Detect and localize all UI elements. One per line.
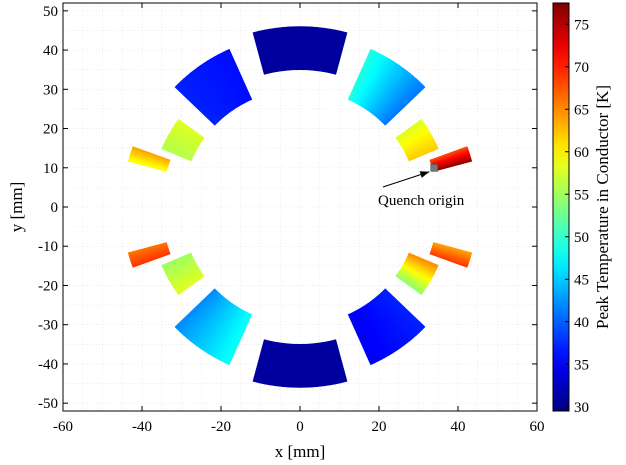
- coil-segment: [132, 252, 171, 268]
- y-axis-label: y [mm]: [7, 182, 26, 233]
- coil-segment: [174, 83, 218, 126]
- y-tick-label: 0: [51, 200, 59, 216]
- y-tick-label: -50: [38, 396, 58, 412]
- coil-segment: [176, 274, 205, 296]
- colorbar-tick-label: 65: [574, 102, 589, 118]
- x-axis-label: x [mm]: [275, 442, 326, 461]
- x-tick-label: 60: [530, 419, 545, 435]
- colorbar-tick-label: 60: [574, 145, 589, 161]
- annotation-label: Quench origin: [378, 193, 465, 209]
- colorbar-tick-label: 70: [574, 60, 589, 76]
- coil-segment: [408, 252, 439, 268]
- coil-blocks: [127, 26, 473, 388]
- coil-block-bottom-left-3: [127, 242, 171, 268]
- coil-block-bottom-right-2: [395, 252, 439, 296]
- coil-block-top-left-3: [127, 146, 171, 172]
- y-tick-label: -20: [38, 278, 58, 294]
- x-tick-label: -20: [211, 419, 231, 435]
- x-tick-label: -40: [132, 419, 152, 435]
- y-tick-label: 40: [43, 43, 58, 59]
- colorbar-gradient: [552, 2, 570, 412]
- coil-block-top-left-2: [161, 118, 205, 162]
- y-tick-label: 30: [43, 82, 58, 98]
- coil-block-bottom-left-1: [174, 288, 253, 366]
- coil-block-bottom-right-3: [429, 242, 473, 268]
- colorbar-tick-label: 35: [574, 357, 589, 373]
- y-tick-label: -40: [38, 357, 58, 373]
- coil-segment: [252, 30, 269, 75]
- coil-segment: [347, 48, 375, 102]
- colorbar-tick-label: 55: [574, 187, 589, 203]
- colorbar-tick-label: 45: [574, 272, 589, 288]
- colorbar-tick-label: 50: [574, 230, 589, 246]
- coil-block-bottom-center: [252, 339, 348, 388]
- colorbar-tick-label: 30: [574, 400, 589, 416]
- x-tick-label: 20: [372, 419, 387, 435]
- colorbar-label: Peak Temperature in Conductor [K]: [593, 85, 612, 329]
- coil-segment: [395, 118, 424, 140]
- annotation-arrowhead: [419, 171, 430, 178]
- coil-segment: [432, 242, 473, 254]
- x-tick-label: -60: [53, 419, 73, 435]
- coil-segment: [161, 146, 192, 162]
- x-tick-label: 40: [451, 419, 466, 435]
- coil-block-top-right-2: [395, 118, 439, 162]
- y-tick-label: -30: [38, 318, 58, 334]
- coil-block-top-right-1: [347, 48, 426, 126]
- colorbar: 30 35 40 45 50 55 60 65 70 75 Peak Temperature in…: [552, 2, 612, 416]
- colorbar-tick-label: 75: [574, 17, 589, 33]
- y-tick-label: -10: [38, 239, 58, 255]
- colorbar-ticks: 30 35 40 45 50 55 60 65 70 75: [565, 17, 589, 416]
- colorbar-tick-label: 40: [574, 315, 589, 331]
- coil-block-top-right-3: [429, 146, 473, 172]
- x-tick-label: 0: [296, 419, 304, 435]
- coil-segment: [429, 146, 468, 162]
- coil-segment: [382, 288, 426, 331]
- y-tick-label: 50: [43, 4, 58, 20]
- coil-block-top-center: [252, 26, 348, 75]
- axis-ticks: -60 -40 -20 0 20 40 60 -50 -40 -30 -20 -10 0 10 20 30 40…: [38, 3, 545, 435]
- y-tick-label: 20: [43, 122, 58, 138]
- coil-block-bottom-right-1: [347, 288, 426, 366]
- y-tick-label: 10: [43, 161, 58, 177]
- quench-origin-marker: [430, 163, 439, 172]
- coil-block-bottom-left-2: [161, 252, 205, 296]
- coil-segment: [225, 312, 253, 366]
- coil-block-top-left-1: [174, 48, 253, 126]
- quench-annotation: Quench origin: [378, 163, 465, 209]
- coil-segment: [331, 339, 348, 384]
- coil-segment: [127, 160, 168, 172]
